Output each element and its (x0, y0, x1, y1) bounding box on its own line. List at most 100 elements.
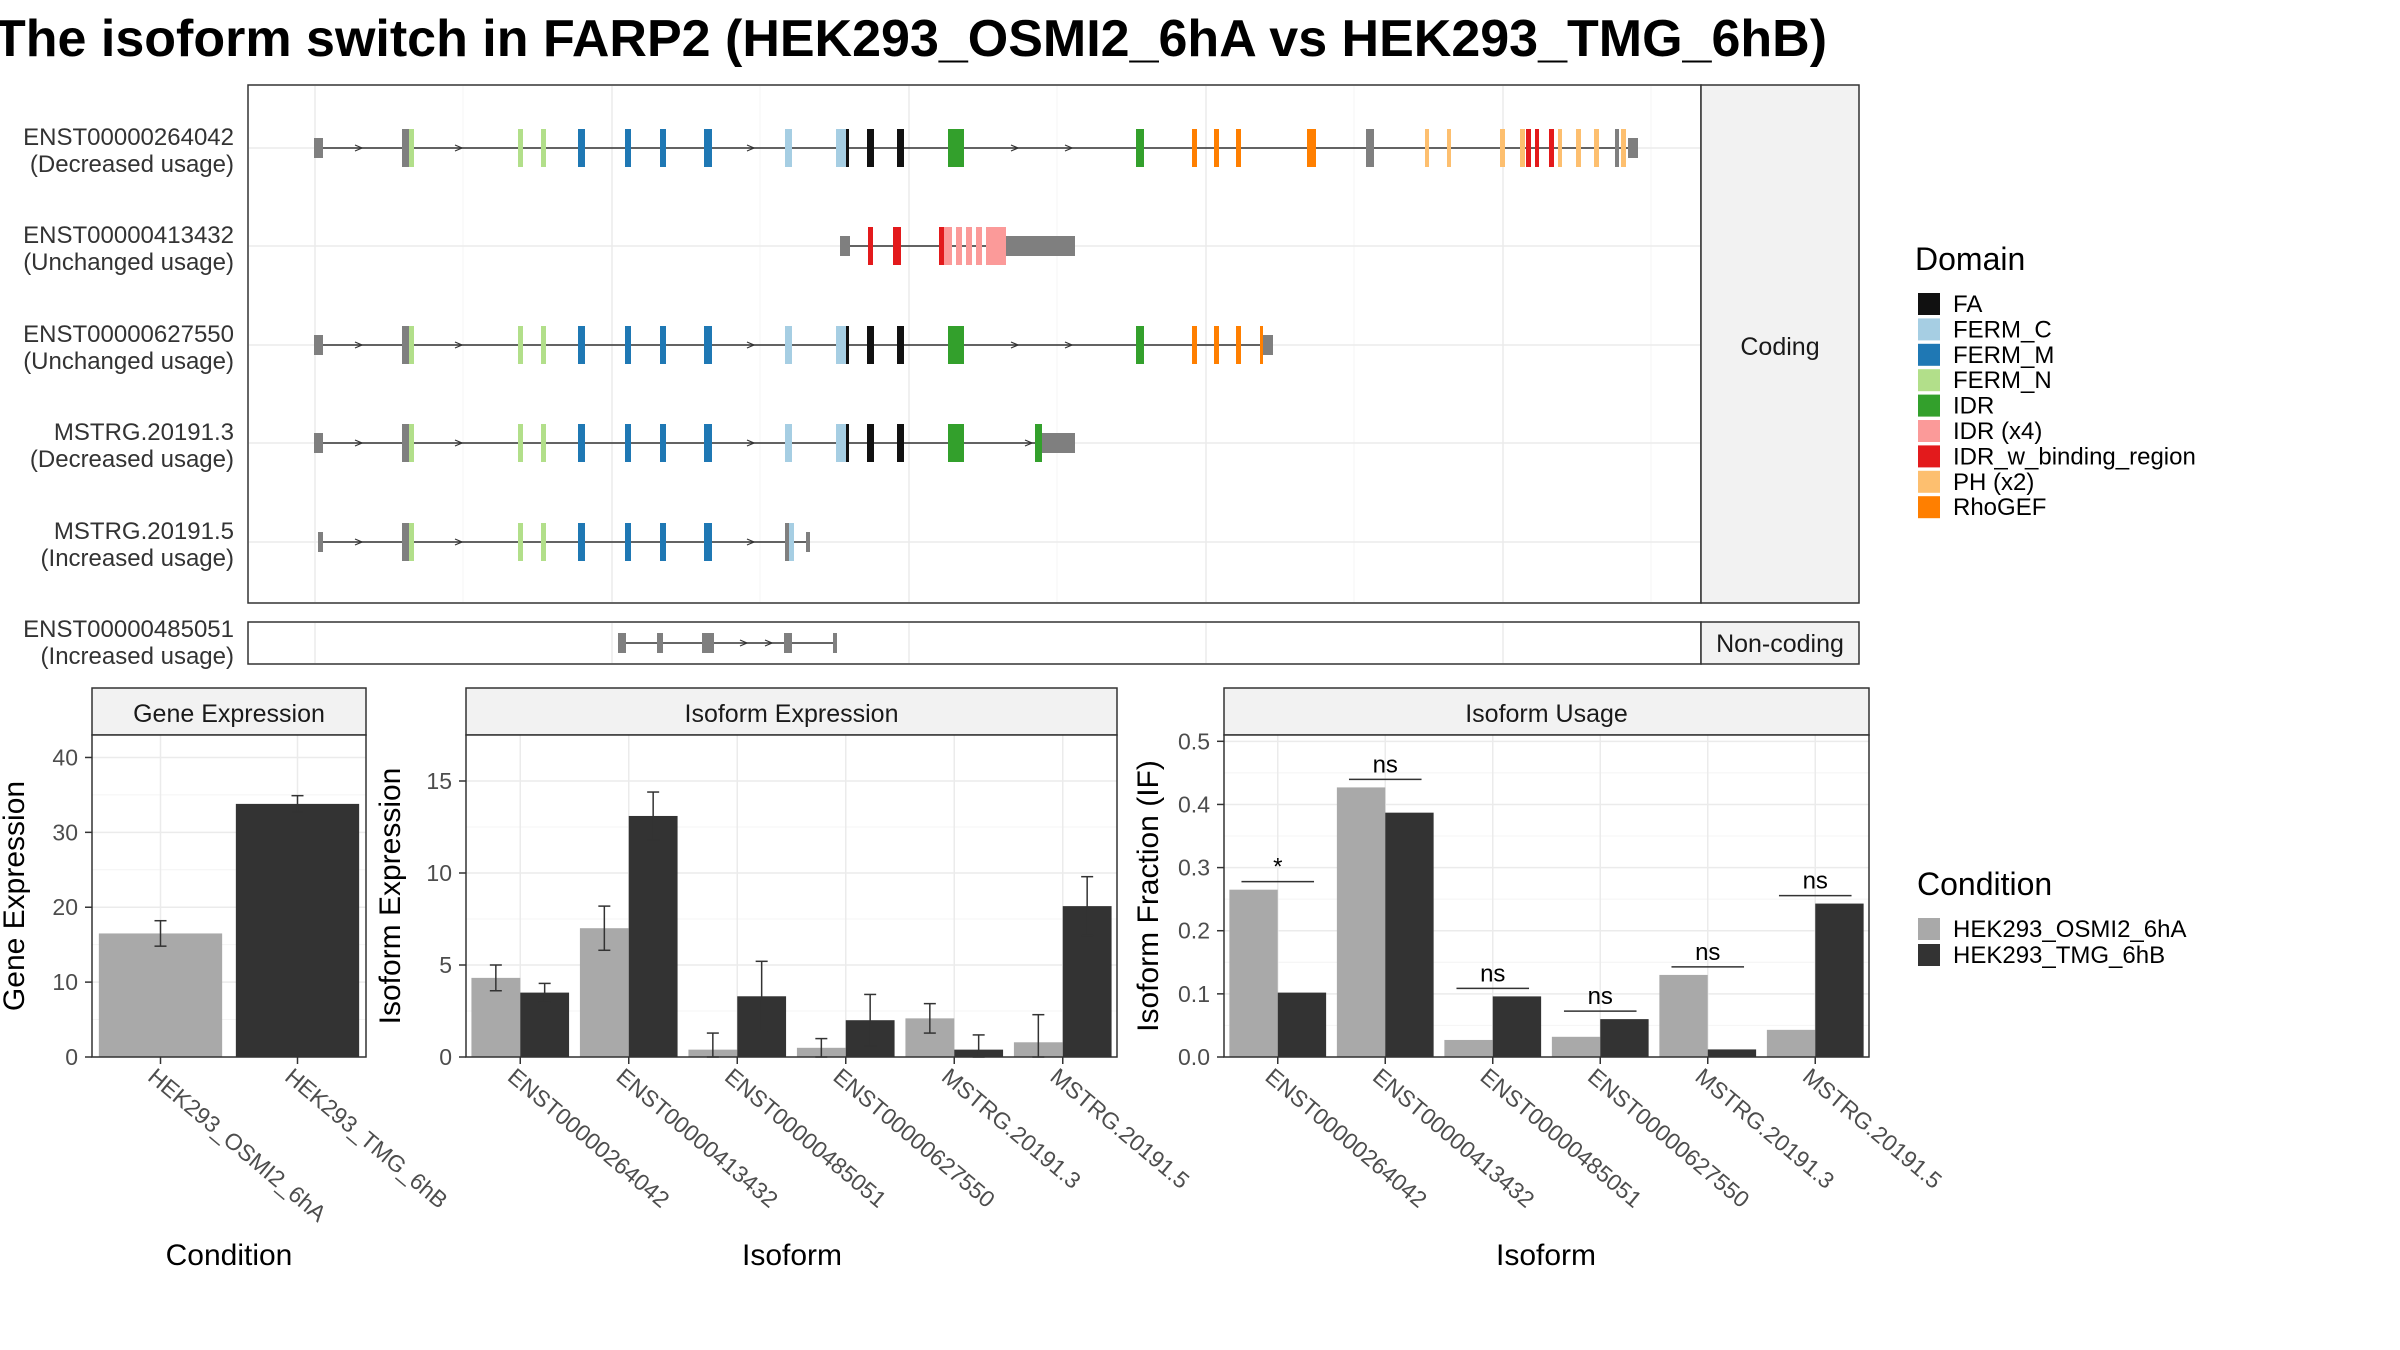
significance-label: ns (1803, 868, 1828, 895)
bar-HEK293_OSMI2_6hA-MSTRG.20191.5 (1766, 1029, 1816, 1057)
exon (1263, 335, 1273, 355)
coding-strip-label: Coding (1740, 333, 1819, 361)
exon (836, 129, 846, 167)
strand-arrow (354, 341, 364, 349)
strand-arrow (1024, 439, 1034, 447)
exon (944, 227, 952, 265)
exon (893, 227, 901, 265)
exon (897, 424, 904, 462)
exon (402, 523, 409, 561)
transcript-track-2 (840, 227, 1075, 265)
domain-legend-label-6: IDR (x4) (1953, 418, 2042, 445)
bar-HEK293_OSMI2_6hA-ENST00000264042 (1229, 889, 1278, 1057)
exon (660, 424, 666, 462)
exon (785, 129, 792, 167)
exon (1621, 129, 1626, 167)
exon (1447, 129, 1451, 167)
exon (1366, 129, 1374, 167)
exon (867, 424, 874, 462)
exon (402, 129, 409, 167)
y-tick-label: 0.0 (1178, 1044, 1210, 1070)
transcript-label-5: MSTRG.20191.5 (54, 518, 234, 545)
exon (897, 326, 904, 364)
exon (1006, 236, 1075, 256)
exon (541, 326, 546, 364)
transcript-track-4 (314, 424, 1075, 462)
transcript-label-1: ENST00000264042 (23, 124, 234, 151)
y-tick-label: 10 (426, 860, 452, 886)
strand-arrow (746, 341, 756, 349)
condition-legend-title: Condition (1917, 866, 2052, 902)
panel-title: Isoform Expression (685, 700, 899, 728)
exon (702, 633, 714, 653)
exon (976, 227, 982, 265)
y-tick-label: 0.3 (1178, 855, 1210, 881)
exon (1558, 129, 1562, 167)
exon (541, 523, 546, 561)
strand-arrow (739, 639, 749, 647)
transcript-track-6 (618, 633, 837, 653)
y-tick-label: 20 (52, 894, 78, 920)
domain-legend-title: Domain (1915, 241, 2025, 277)
exon (948, 129, 964, 167)
plot-background (466, 735, 1117, 1057)
exon (314, 433, 323, 453)
bar-HEK293_TMG_6hB-MSTRG.20191.3 (1707, 1049, 1757, 1057)
exon (784, 633, 792, 653)
significance-label: ns (1588, 983, 1613, 1010)
bar-HEK293_OSMI2_6hA-ENST00000485051 (1444, 1039, 1493, 1057)
exon (1307, 129, 1316, 167)
y-tick-label: 10 (52, 969, 78, 995)
exon (833, 633, 837, 653)
exon (836, 326, 846, 364)
exon (948, 326, 964, 364)
exon (986, 227, 1006, 265)
significance-label: * (1273, 854, 1282, 881)
domain-legend-swatch-5 (1918, 394, 1940, 417)
exon (541, 129, 546, 167)
exon (402, 424, 409, 462)
exon (409, 326, 414, 364)
y-tick-label: 40 (52, 744, 78, 770)
bar-HEK293_TMG_6hB-ENST00000485051 (1492, 996, 1542, 1057)
y-tick-label: 5 (439, 952, 452, 978)
exon (660, 523, 666, 561)
plot-frame (465, 734, 1118, 1058)
bar-HEK293_TMG_6hB-MSTRG.20191.5 (1815, 903, 1864, 1057)
isoform-usage-panel: Isoform Usage * ns ns ns ns ns 0.0 0.1 0.2 0.3 0.4 0… (1132, 687, 1947, 1272)
exon (625, 326, 631, 364)
exon (1192, 129, 1197, 167)
exon (840, 236, 850, 256)
exon (897, 129, 904, 167)
exon (625, 129, 631, 167)
exon (1425, 129, 1429, 167)
figure-title: The isoform switch in FARP2 (HEK293_OSMI… (0, 10, 1827, 68)
exon (1615, 129, 1619, 167)
strand-arrow (746, 144, 756, 152)
exon (578, 424, 585, 462)
significance-label: ns (1695, 939, 1720, 966)
y-tick-label: 0.1 (1178, 981, 1210, 1007)
exon (1500, 129, 1505, 167)
exon (1549, 129, 1554, 167)
domain-legend-swatch-7 (1918, 445, 1940, 468)
domain-legend-swatch-4 (1918, 369, 1940, 392)
strand-arrow (454, 341, 464, 349)
bar-HEK293_TMG_6hB-ENST00000264042 (1277, 992, 1327, 1057)
plot-frame (1223, 734, 1870, 1058)
exon (625, 424, 631, 462)
exon (314, 335, 323, 355)
bar-HEK293_TMG_6hB-ENST00000627550 (1600, 1019, 1649, 1057)
exon (1520, 129, 1525, 167)
x-axis-title: Isoform (742, 1239, 842, 1272)
exon (785, 523, 789, 561)
domain-legend-swatch-2 (1918, 318, 1940, 341)
transcript-usage-5: (Increased usage) (41, 545, 234, 572)
y-tick-label: 30 (52, 819, 78, 845)
x-axis-title: Condition (166, 1239, 293, 1272)
strand-arrow (764, 639, 774, 647)
y-tick-label: 0 (65, 1044, 78, 1070)
condition-legend-swatch-1 (1918, 918, 1940, 940)
exon (1535, 129, 1539, 167)
exon (867, 326, 874, 364)
